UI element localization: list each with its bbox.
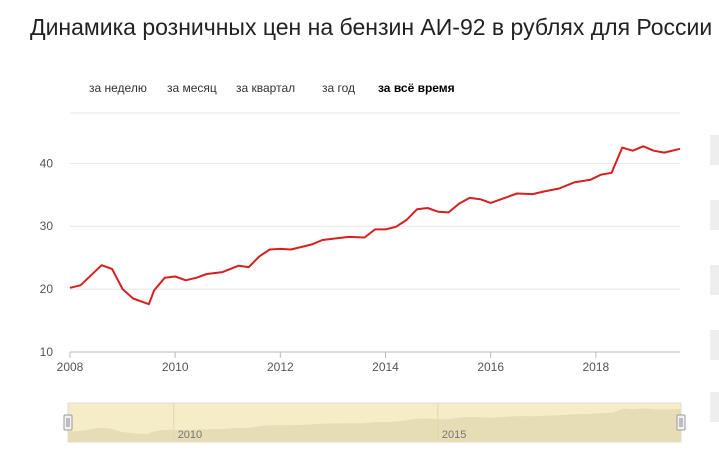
navigator-series-area <box>68 408 681 442</box>
x-tick-label: 2016 <box>477 360 504 374</box>
price-series-line <box>69 145 681 306</box>
navigator-handle[interactable] <box>63 414 73 431</box>
y-tick-label: 20 <box>40 282 54 296</box>
side-panel-tab[interactable] <box>710 265 719 295</box>
tab-quarter[interactable]: за квартал <box>236 81 296 95</box>
tab-week[interactable]: за неделю <box>89 81 147 95</box>
navigator-handle[interactable] <box>676 414 686 431</box>
side-panel-tab[interactable] <box>710 200 719 230</box>
x-tick-label: 2018 <box>583 360 610 374</box>
side-panel-tab[interactable] <box>710 330 719 360</box>
x-tick-label: 2014 <box>372 360 399 374</box>
tab-all-time[interactable]: за всё время <box>378 81 455 95</box>
x-tick-label: 2008 <box>57 360 84 374</box>
navigator-year-label: 2015 <box>442 429 466 441</box>
tab-month[interactable]: за месяц <box>167 81 217 95</box>
side-panel-tab[interactable] <box>710 135 719 165</box>
tab-year[interactable]: за год <box>322 81 356 95</box>
y-tick-label: 40 <box>40 156 54 170</box>
chart-title: Динамика розничных цен на бензин АИ-92 в… <box>30 14 713 40</box>
y-tick-label: 30 <box>40 219 54 233</box>
x-tick-label: 2010 <box>162 360 189 374</box>
x-tick-label: 2012 <box>267 360 294 374</box>
y-tick-label: 10 <box>40 345 54 359</box>
navigator-year-label: 2010 <box>178 429 202 441</box>
side-panel-tab[interactable] <box>710 392 719 422</box>
